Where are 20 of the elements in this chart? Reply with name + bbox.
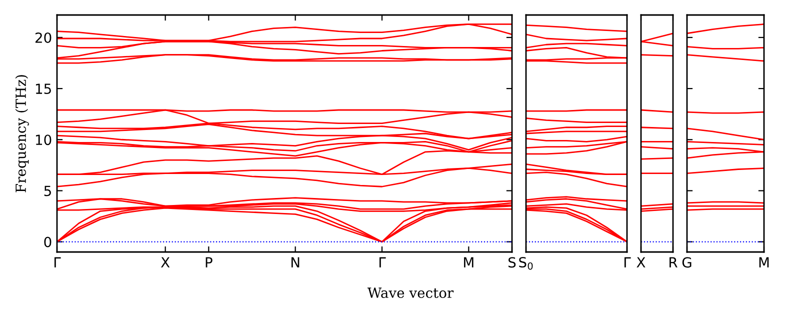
x-axis-title: Wave vector — [367, 288, 454, 298]
x-tick-label: S — [508, 257, 516, 268]
x-tick-label: M — [759, 257, 769, 268]
x-tick-label: G — [682, 257, 692, 268]
y-tick-label: 15 — [36, 84, 51, 94]
x-tick-label: Γ — [624, 257, 631, 268]
y-axis-title: Frequency (THz) — [15, 75, 29, 192]
x-tick-label: S$_{0}$ — [519, 257, 533, 270]
y-tick-label: 10 — [36, 134, 52, 146]
x-tick-label: Γ — [54, 257, 61, 268]
x-tick-label: N — [292, 257, 300, 268]
x-tick-label: Γ — [379, 257, 386, 268]
y-tick-label: 5 — [44, 186, 51, 196]
y-tick-label: 20 — [35, 32, 52, 43]
x-tick-label: P — [206, 257, 212, 268]
x-tick-label: X — [636, 257, 646, 268]
x-tick-label: M — [464, 257, 474, 268]
x-tick-label: X — [160, 257, 170, 268]
y-tick-label: 0 — [44, 236, 52, 248]
x-tick-label: R — [670, 257, 678, 268]
